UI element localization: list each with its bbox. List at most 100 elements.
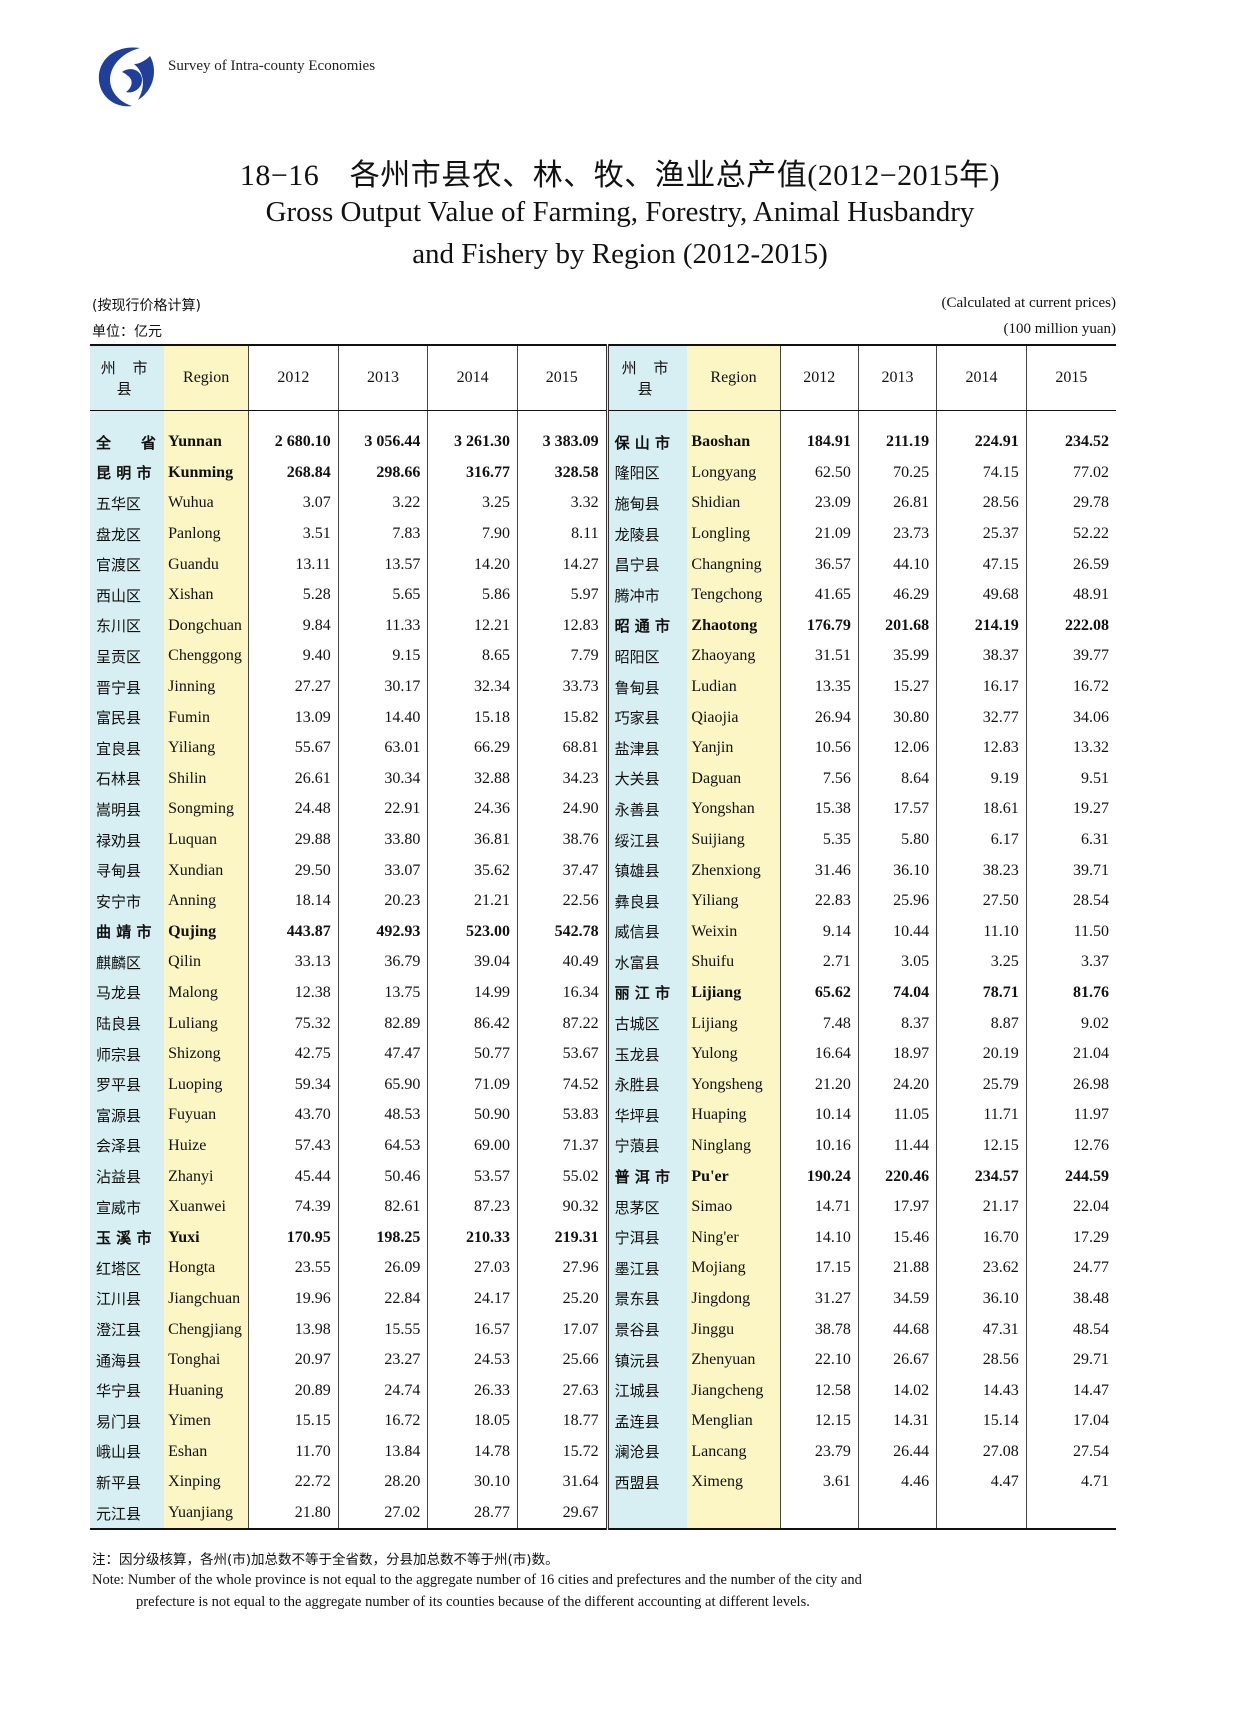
left-value-2015-cell: 16.34 [516, 977, 608, 1009]
page-title-en-line1: Gross Output Value of Farming, Forestry,… [265, 196, 975, 228]
right-region-en-cell: Jinggu [687, 1314, 781, 1345]
page-title-en-line2: and Fishery by Region (2012-2015) [412, 238, 828, 270]
right-region-en-cell: Yongshan [687, 794, 781, 825]
left-value-2015-cell: 219.31 [516, 1222, 608, 1254]
right-value-2014-cell: 11.71 [936, 1100, 1027, 1131]
left-value-2015-cell: 15.72 [516, 1436, 608, 1468]
right-value-2012-cell: 23.09 [779, 488, 859, 519]
left-value-2012-cell: 75.32 [248, 1008, 339, 1039]
left-value-2012-cell: 24.48 [248, 794, 339, 825]
right-value-2015-cell: 11.97 [1025, 1100, 1116, 1131]
right-region-en-cell: Ximeng [687, 1467, 781, 1498]
right-region-cn-cell: 澜沧县 [605, 1436, 688, 1468]
right-value-2014-cell: 224.91 [936, 410, 1027, 458]
left-value-2015-cell: 53.67 [516, 1038, 608, 1070]
right-value-2014-cell: 16.17 [936, 671, 1027, 703]
left-value-2014-cell: 30.10 [427, 1467, 518, 1498]
right-value-2012-cell: 31.51 [779, 641, 859, 672]
right-region-cn-cell: 景东县 [605, 1283, 688, 1315]
left-region-en-cell: Tonghai [164, 1344, 249, 1376]
left-region-cn-cell: 沾益县 [90, 1161, 165, 1192]
table-row: 红塔区 Hongta 23.55 26.09 27.03 27.96 墨江县 Mojiang 1… [90, 1253, 1116, 1284]
right-region-en-cell: Zhenxiong [687, 855, 781, 886]
left-value-2012-cell: 57.43 [248, 1130, 339, 1162]
right-value-2012-cell: 31.46 [779, 855, 859, 886]
right-value-2014-cell: 15.14 [936, 1406, 1027, 1437]
right-value-2013-cell: 35.99 [857, 641, 937, 672]
left-region-en-cell: Yimen [164, 1406, 249, 1437]
left-region-en-cell: Chenggong [164, 641, 249, 672]
right-value-2015-cell: 29.71 [1025, 1344, 1116, 1376]
right-value-2015-cell: 26.59 [1025, 549, 1116, 580]
right-value-2015-cell: 17.04 [1025, 1406, 1116, 1437]
table-row: 江川县 Jiangchuan 19.96 22.84 24.17 25.20 景东县 Jing… [90, 1283, 1116, 1315]
left-value-2012-cell: 20.97 [248, 1344, 339, 1376]
table-row: 寻甸县 Xundian 29.50 33.07 35.62 37.47 镇雄县 Zhenxio… [90, 855, 1116, 886]
right-value-2015-cell: 4.71 [1025, 1467, 1116, 1498]
right-value-2015-cell: 28.54 [1025, 885, 1116, 917]
left-value-2014-cell: 16.57 [427, 1314, 518, 1345]
left-value-2015-cell: 53.83 [516, 1100, 608, 1131]
right-value-2013-cell: 18.97 [857, 1038, 937, 1070]
right-region-cn-cell: 镇沅县 [605, 1344, 688, 1376]
right-region-cn-cell: 宁蒗县 [605, 1130, 688, 1162]
right-value-2012-cell [779, 1497, 859, 1531]
right-region-en-cell: Pu'er [687, 1161, 781, 1192]
right-value-2013-cell [857, 1497, 937, 1531]
right-value-2013-cell: 12.06 [857, 732, 937, 764]
left-value-2013-cell: 14.40 [337, 702, 428, 733]
left-region-en-cell: Xundian [164, 855, 249, 886]
left-value-2012-cell: 3.07 [248, 488, 339, 519]
right-value-2014-cell: 47.31 [936, 1314, 1027, 1345]
right-region-cn-cell: 永善县 [605, 794, 688, 825]
left-region-cn-cell: 师宗县 [90, 1038, 165, 1070]
left-region-en-cell: Luoping [164, 1069, 249, 1101]
right-value-2012-cell: 38.78 [779, 1314, 859, 1345]
right-value-2014-cell: 74.15 [936, 457, 1027, 489]
footnote-en-line2: prefecture is not equal to the aggregate… [136, 1594, 810, 1610]
left-value-2012-cell: 9.84 [248, 610, 339, 642]
header-2013-left: 2013 [337, 344, 428, 411]
table-row: 宣威市 Xuanwei 74.39 82.61 87.23 90.32 思茅区 Simao 14… [90, 1191, 1116, 1223]
left-value-2015-cell: 37.47 [516, 855, 608, 886]
left-region-cn-cell: 五华区 [90, 488, 165, 519]
table-row: 安宁市 Anning 18.14 20.23 21.21 22.56 彝良县 Yiliang 2… [90, 885, 1116, 917]
right-value-2012-cell: 13.35 [779, 671, 859, 703]
left-value-2015-cell: 34.23 [516, 763, 608, 795]
right-value-2012-cell: 15.38 [779, 794, 859, 825]
right-value-2014-cell: 16.70 [936, 1222, 1027, 1254]
left-value-2012-cell: 42.75 [248, 1038, 339, 1070]
right-value-2015-cell: 21.04 [1025, 1038, 1116, 1070]
left-value-2015-cell: 90.32 [516, 1191, 608, 1223]
left-value-2013-cell: 7.83 [337, 518, 428, 550]
left-value-2015-cell: 5.97 [516, 579, 608, 611]
left-value-2013-cell: 28.20 [337, 1467, 428, 1498]
unit-cn: 单位：亿元 [92, 324, 162, 340]
right-value-2015-cell: 3.37 [1025, 947, 1116, 978]
right-region-cn-cell: 景谷县 [605, 1314, 688, 1345]
left-region-cn-cell: 晋宁县 [90, 671, 165, 703]
table-row: 东川区 Dongchuan 9.84 11.33 12.21 12.83 昭 通 市 Zhao… [90, 610, 1116, 642]
right-region-en-cell: Ludian [687, 671, 781, 703]
right-value-2012-cell: 3.61 [779, 1467, 859, 1498]
right-value-2012-cell: 2.71 [779, 947, 859, 978]
right-value-2014-cell: 36.10 [936, 1283, 1027, 1315]
right-region-cn-cell: 昭阳区 [605, 641, 688, 672]
left-value-2013-cell: 63.01 [337, 732, 428, 764]
left-value-2015-cell: 542.78 [516, 916, 608, 948]
right-value-2012-cell: 184.91 [779, 410, 859, 458]
right-region-cn-cell: 玉龙县 [605, 1038, 688, 1070]
right-region-cn-cell: 巧家县 [605, 702, 688, 733]
left-region-en-cell: Fuyuan [164, 1100, 249, 1131]
right-value-2013-cell: 26.44 [857, 1436, 937, 1468]
right-value-2012-cell: 10.16 [779, 1130, 859, 1162]
left-value-2015-cell: 33.73 [516, 671, 608, 703]
right-value-2015-cell: 6.31 [1025, 824, 1116, 856]
left-region-cn-cell: 峨山县 [90, 1436, 165, 1468]
left-value-2012-cell: 443.87 [248, 916, 339, 948]
left-region-en-cell: Qilin [164, 947, 249, 978]
right-value-2014-cell [936, 1497, 1027, 1531]
right-region-cn-cell: 普 洱 市 [605, 1161, 688, 1192]
table-row: 禄劝县 Luquan 29.88 33.80 36.81 38.76 绥江县 Suijiang… [90, 824, 1116, 856]
right-region-cn-cell: 彝良县 [605, 885, 688, 917]
